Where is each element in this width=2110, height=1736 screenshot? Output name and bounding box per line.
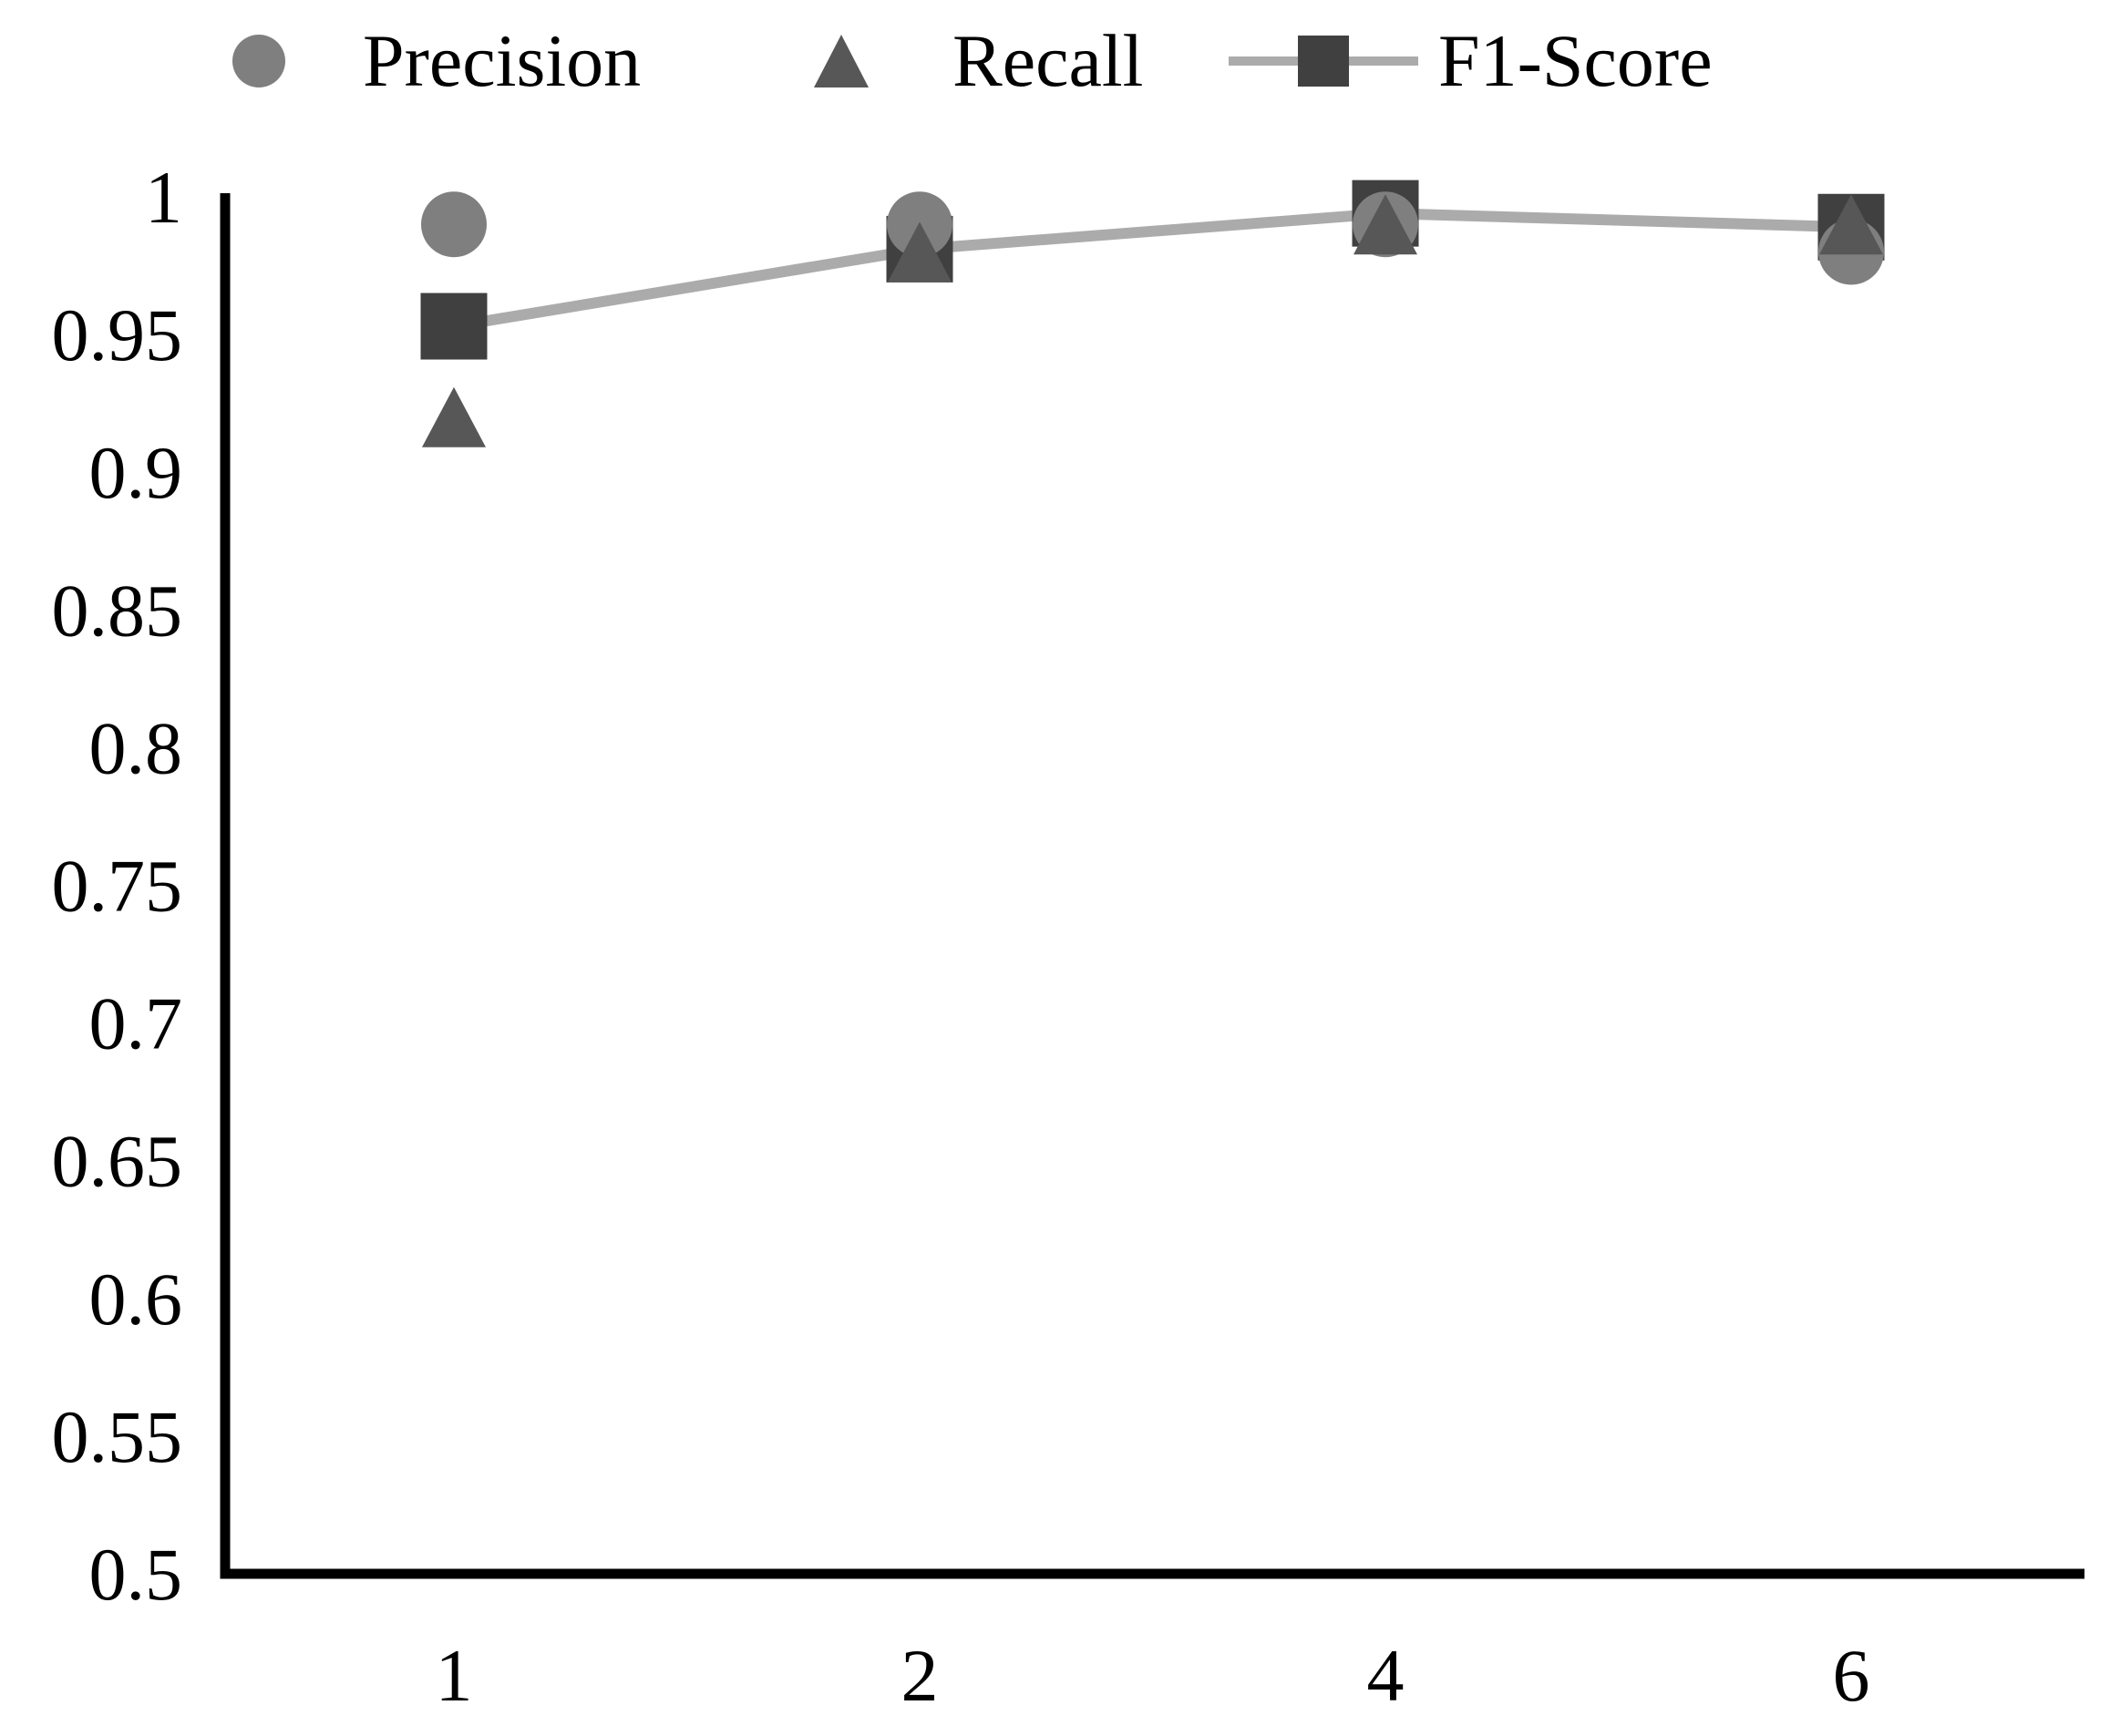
recall-marker [1819,194,1883,255]
legend-label-precision: Precision [363,19,642,102]
y-tick-label: 0.6 [89,1258,183,1341]
recall-triangle-icon [814,35,869,87]
y-tick-label: 0.9 [89,431,183,514]
legend: Precision Recall F1-Score [0,15,2110,108]
x-tick-label: 4 [1367,1634,1405,1717]
x-tick-label: 2 [901,1634,939,1717]
recall-marker [422,386,486,447]
y-tick-label: 0.55 [52,1395,183,1478]
x-tick-label: 1 [436,1634,473,1717]
recall-marker [888,221,952,282]
precision-circle-icon [232,35,285,87]
y-tick-label: 0.65 [52,1120,183,1203]
y-tick-label: 0.7 [89,982,183,1065]
f1-marker [420,293,488,360]
x-tick-label: 6 [1833,1634,1870,1717]
recall-marker [1353,194,1417,255]
precision-marker [421,191,487,258]
y-tick-label: 0.8 [89,706,183,789]
y-tick-label: 0.75 [52,845,183,928]
y-tick-label: 0.95 [52,293,183,376]
f1-square-on-line-icon [1229,34,1418,88]
legend-item-recall: Recall [814,15,1143,108]
f1-series-line [453,208,1852,332]
y-tick-label: 0.5 [89,1533,183,1616]
y-tick-label: 0.85 [52,569,183,652]
legend-item-precision: Precision [232,15,641,108]
legend-item-f1: F1-Score [1229,15,1713,108]
y-tick-label: 1 [145,156,182,239]
legend-label-f1: F1-Score [1438,19,1713,102]
legend-label-recall: Recall [952,19,1144,102]
f1-square-icon [1298,36,1349,87]
